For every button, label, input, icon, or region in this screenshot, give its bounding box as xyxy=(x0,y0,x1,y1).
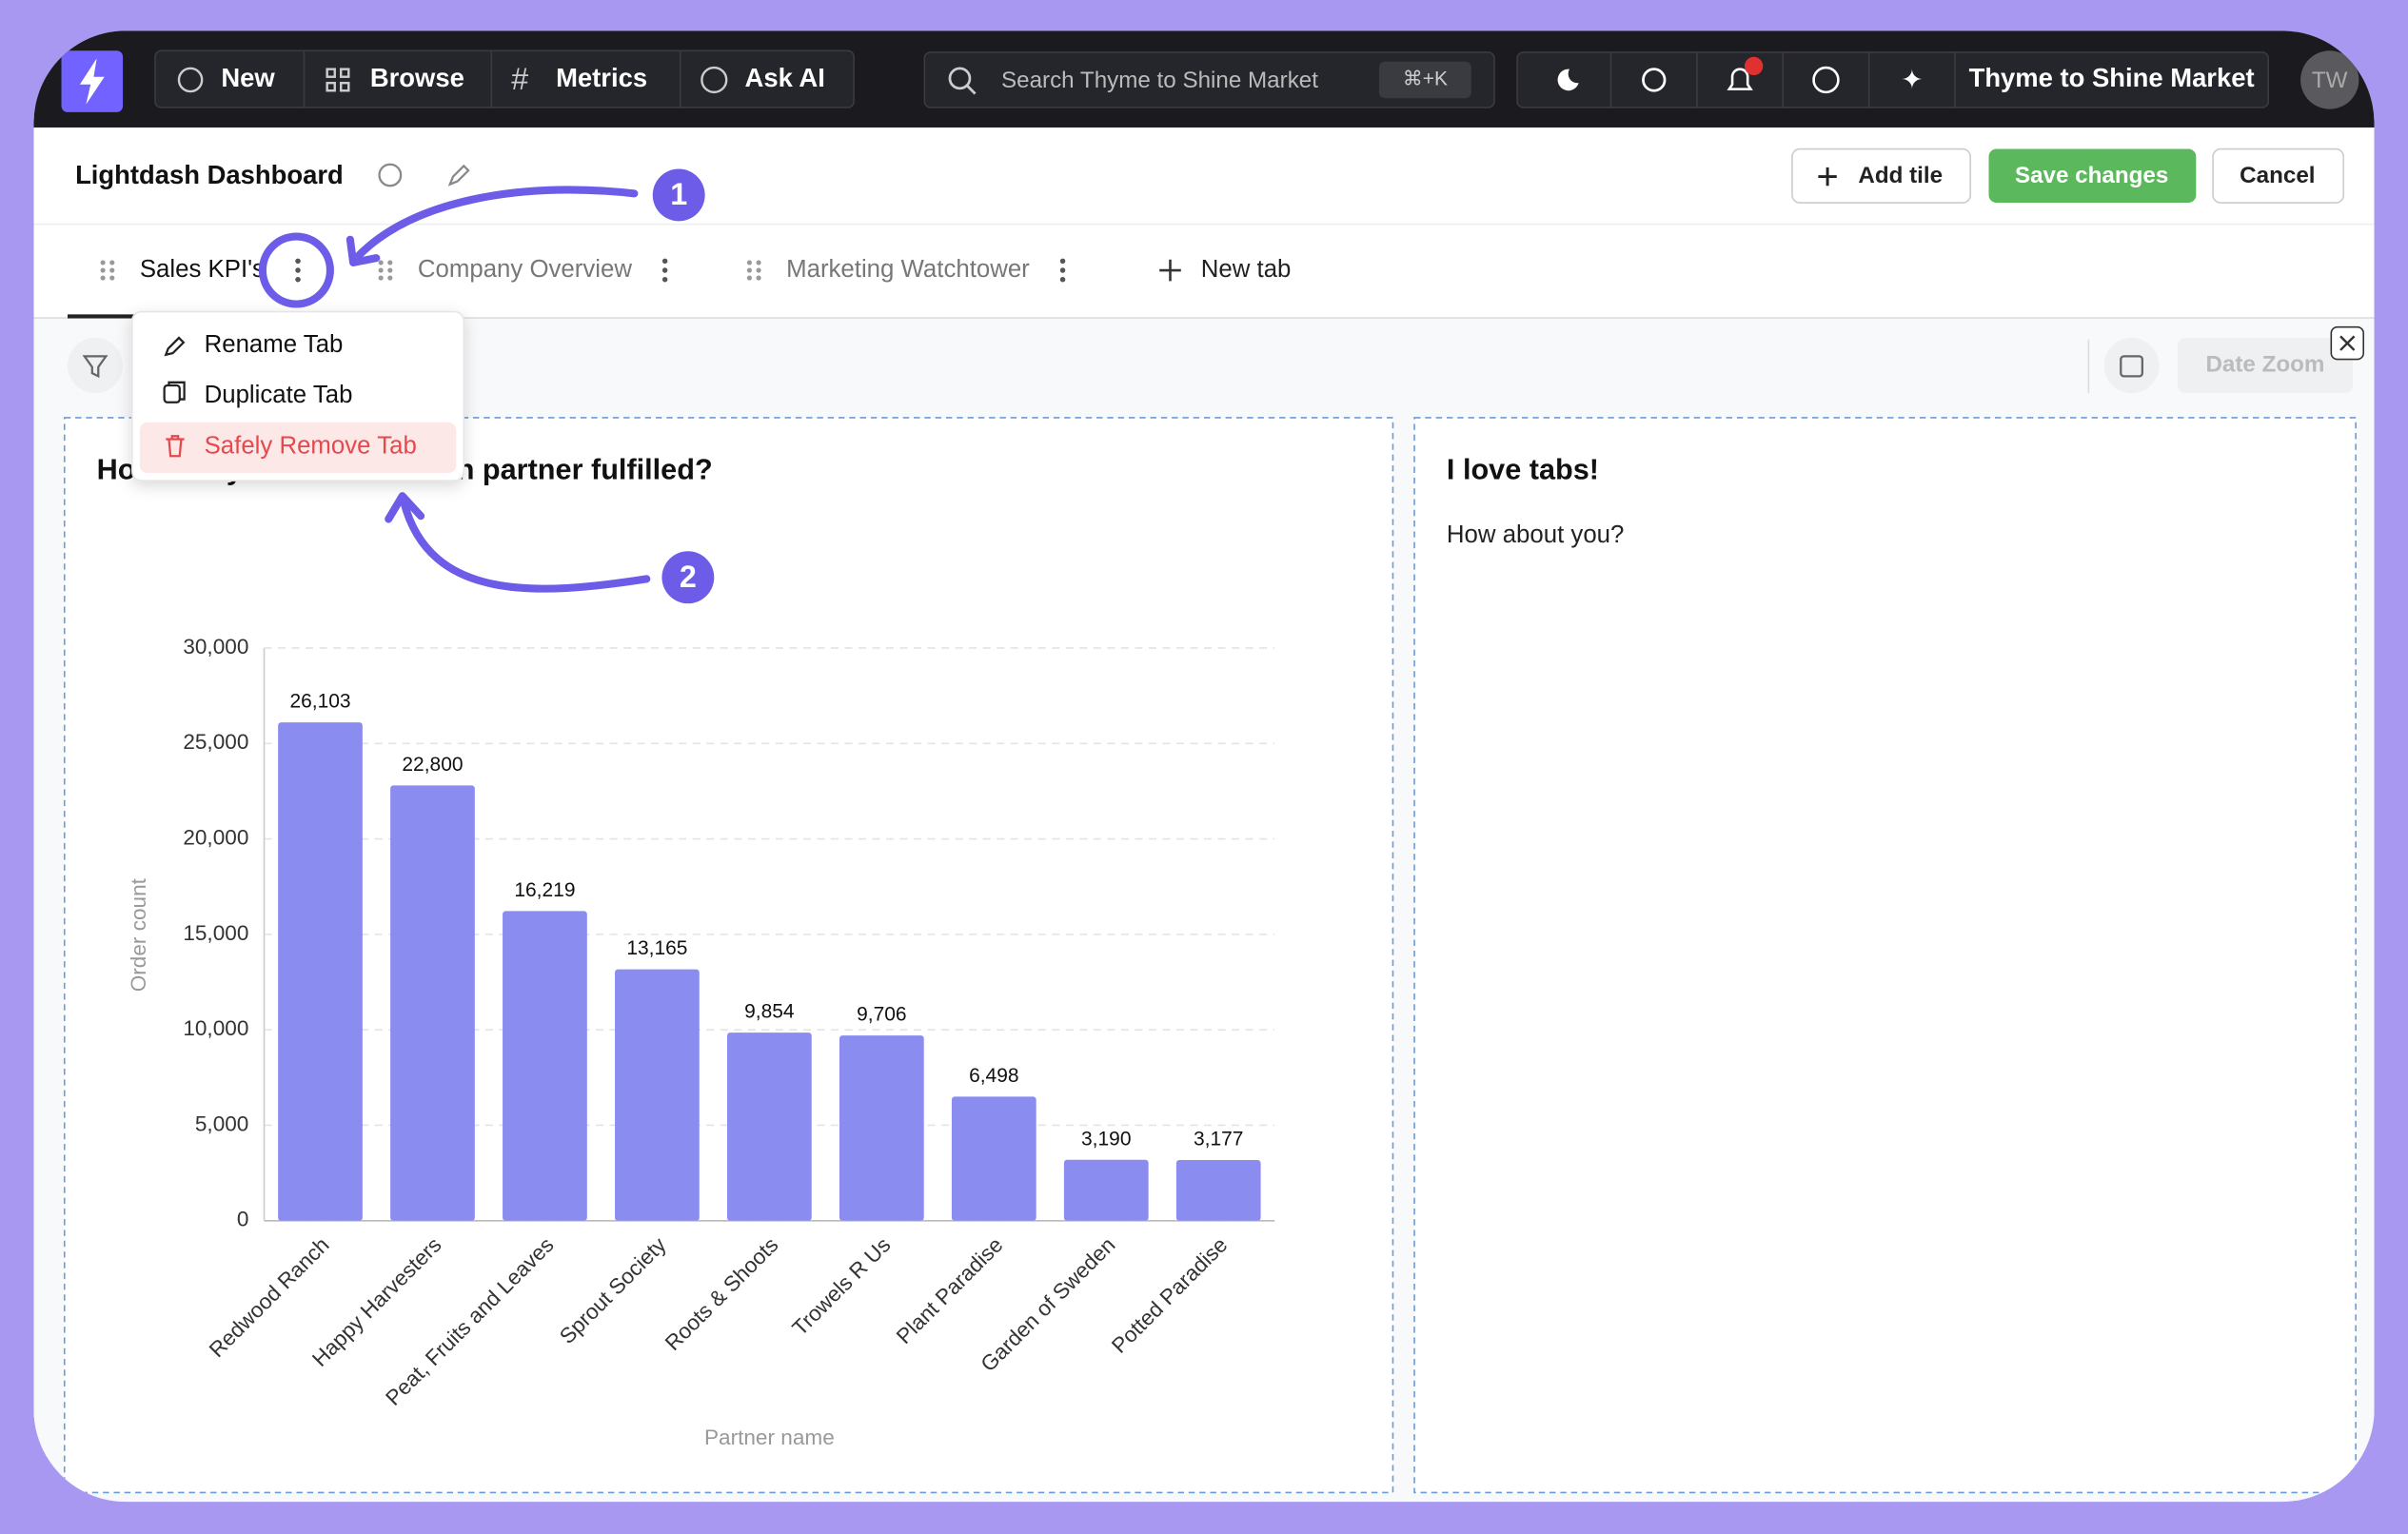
add-tile-label: Add tile xyxy=(1858,163,1943,188)
value-label: 26,103 xyxy=(289,691,350,713)
info-icon[interactable] xyxy=(378,163,403,187)
annotations: 1 2 xyxy=(258,168,715,604)
y-tick-label: 30,000 xyxy=(183,635,248,659)
drag-handles xyxy=(100,260,761,281)
bell-icon[interactable] xyxy=(1727,68,1753,90)
calendar-button[interactable] xyxy=(2103,338,2160,394)
text-tile-body: How about you? xyxy=(1447,521,1624,548)
y-tick-label: 10,000 xyxy=(183,1016,248,1040)
new-tab-icon xyxy=(1159,259,1181,282)
value-label: 16,219 xyxy=(514,879,575,901)
badge xyxy=(652,168,705,222)
bar xyxy=(390,785,475,1221)
arrow xyxy=(355,186,639,259)
help-icon[interactable] xyxy=(1812,66,1840,94)
window: New Browse # Metrics Ask AI Search Thyme… xyxy=(33,30,2375,1503)
cancel-label: Cancel xyxy=(2240,163,2315,188)
menu-highlight xyxy=(139,422,457,474)
menu-item[interactable]: Safely Remove Tab xyxy=(205,432,417,459)
settings-icon[interactable] xyxy=(1642,68,1667,92)
filter-button[interactable] xyxy=(67,338,124,394)
tab[interactable]: Marketing Watchtower xyxy=(786,256,1030,283)
theme-icon[interactable] xyxy=(1557,69,1579,91)
menu-item[interactable]: Rename Tab xyxy=(205,331,344,358)
avatar-initials: TW xyxy=(2312,68,2348,93)
cancel-button[interactable] xyxy=(2212,148,2345,204)
nav-group xyxy=(154,49,855,108)
value-label: 9,854 xyxy=(744,1001,795,1023)
value-label: 13,165 xyxy=(626,937,687,959)
x-axis-label: Partner name xyxy=(704,1426,835,1449)
tab[interactable]: Sales KPI's xyxy=(140,256,265,283)
tab[interactable]: Company Overview xyxy=(418,256,632,283)
ai-sparkle[interactable]: ✦ xyxy=(1901,65,1923,94)
plus-icon xyxy=(1818,167,1837,187)
bar xyxy=(615,969,700,1221)
y-axis-label: Order count xyxy=(127,877,150,992)
value-label: 3,177 xyxy=(1194,1129,1243,1150)
bar xyxy=(951,1096,1036,1221)
badge xyxy=(661,551,715,604)
search-box[interactable] xyxy=(923,51,1495,108)
bar xyxy=(727,1032,812,1221)
org-name[interactable]: Thyme to Shine Market xyxy=(1969,63,2255,92)
y-tick-label: 25,000 xyxy=(183,730,248,754)
search-icon xyxy=(948,67,972,90)
value-label: 22,800 xyxy=(402,754,463,776)
value-label: 3,190 xyxy=(1081,1128,1131,1150)
nav-browse[interactable]: Browse xyxy=(370,63,464,92)
edit-icon[interactable] xyxy=(447,164,470,187)
browse-icon xyxy=(326,68,350,92)
y-tick-label: 20,000 xyxy=(183,826,248,850)
menu-item[interactable]: Duplicate Tab xyxy=(205,382,353,408)
bar xyxy=(278,722,363,1221)
highlight-circle xyxy=(258,232,334,308)
y-tick-label: 15,000 xyxy=(183,921,248,945)
shortcut: ⌘+K xyxy=(1403,68,1448,89)
metrics-icon: # xyxy=(511,62,528,96)
notification-dot xyxy=(1744,56,1764,76)
bar xyxy=(1175,1160,1261,1221)
search-placeholder: Search Thyme to Shine Market xyxy=(1001,68,1318,93)
save-button[interactable] xyxy=(1988,148,2197,204)
new-tab[interactable]: New tab xyxy=(1201,256,1292,283)
date-zoom-label: Date Zoom xyxy=(2205,351,2324,377)
new-icon xyxy=(177,67,204,93)
y-tick-label: 5,000 xyxy=(195,1111,249,1135)
nav-metrics[interactable]: Metrics xyxy=(556,63,647,92)
shortcut-badge xyxy=(1378,61,1471,99)
bar xyxy=(1063,1159,1149,1221)
text-tile-title: I love tabs! xyxy=(1447,453,1599,485)
badge-number: 2 xyxy=(680,560,697,594)
bar xyxy=(839,1035,924,1221)
tab-menu: Rename Tab Duplicate Tab Safely Remove T… xyxy=(130,310,465,482)
value-label: 6,498 xyxy=(969,1065,1018,1087)
save-label: Save changes xyxy=(2015,163,2168,188)
nav-right-group xyxy=(1516,51,2269,108)
date-zoom-button[interactable] xyxy=(2177,338,2353,394)
dashboard-title: Lightdash Dashboard xyxy=(75,160,344,189)
y-tick-label: 0 xyxy=(237,1208,249,1231)
add-tile-button[interactable] xyxy=(1791,148,1971,204)
nav-ask-ai[interactable]: Ask AI xyxy=(745,63,825,92)
value-label: 9,706 xyxy=(857,1004,906,1026)
logo-icon xyxy=(79,58,105,105)
tab-menus xyxy=(295,258,1066,283)
text-tile xyxy=(1413,417,2357,1494)
arrow xyxy=(400,498,651,593)
avatar[interactable] xyxy=(2300,50,2359,109)
bar xyxy=(503,911,587,1221)
ai-icon xyxy=(701,66,728,94)
badge-number: 1 xyxy=(670,177,687,211)
nav-new[interactable]: New xyxy=(221,63,275,92)
